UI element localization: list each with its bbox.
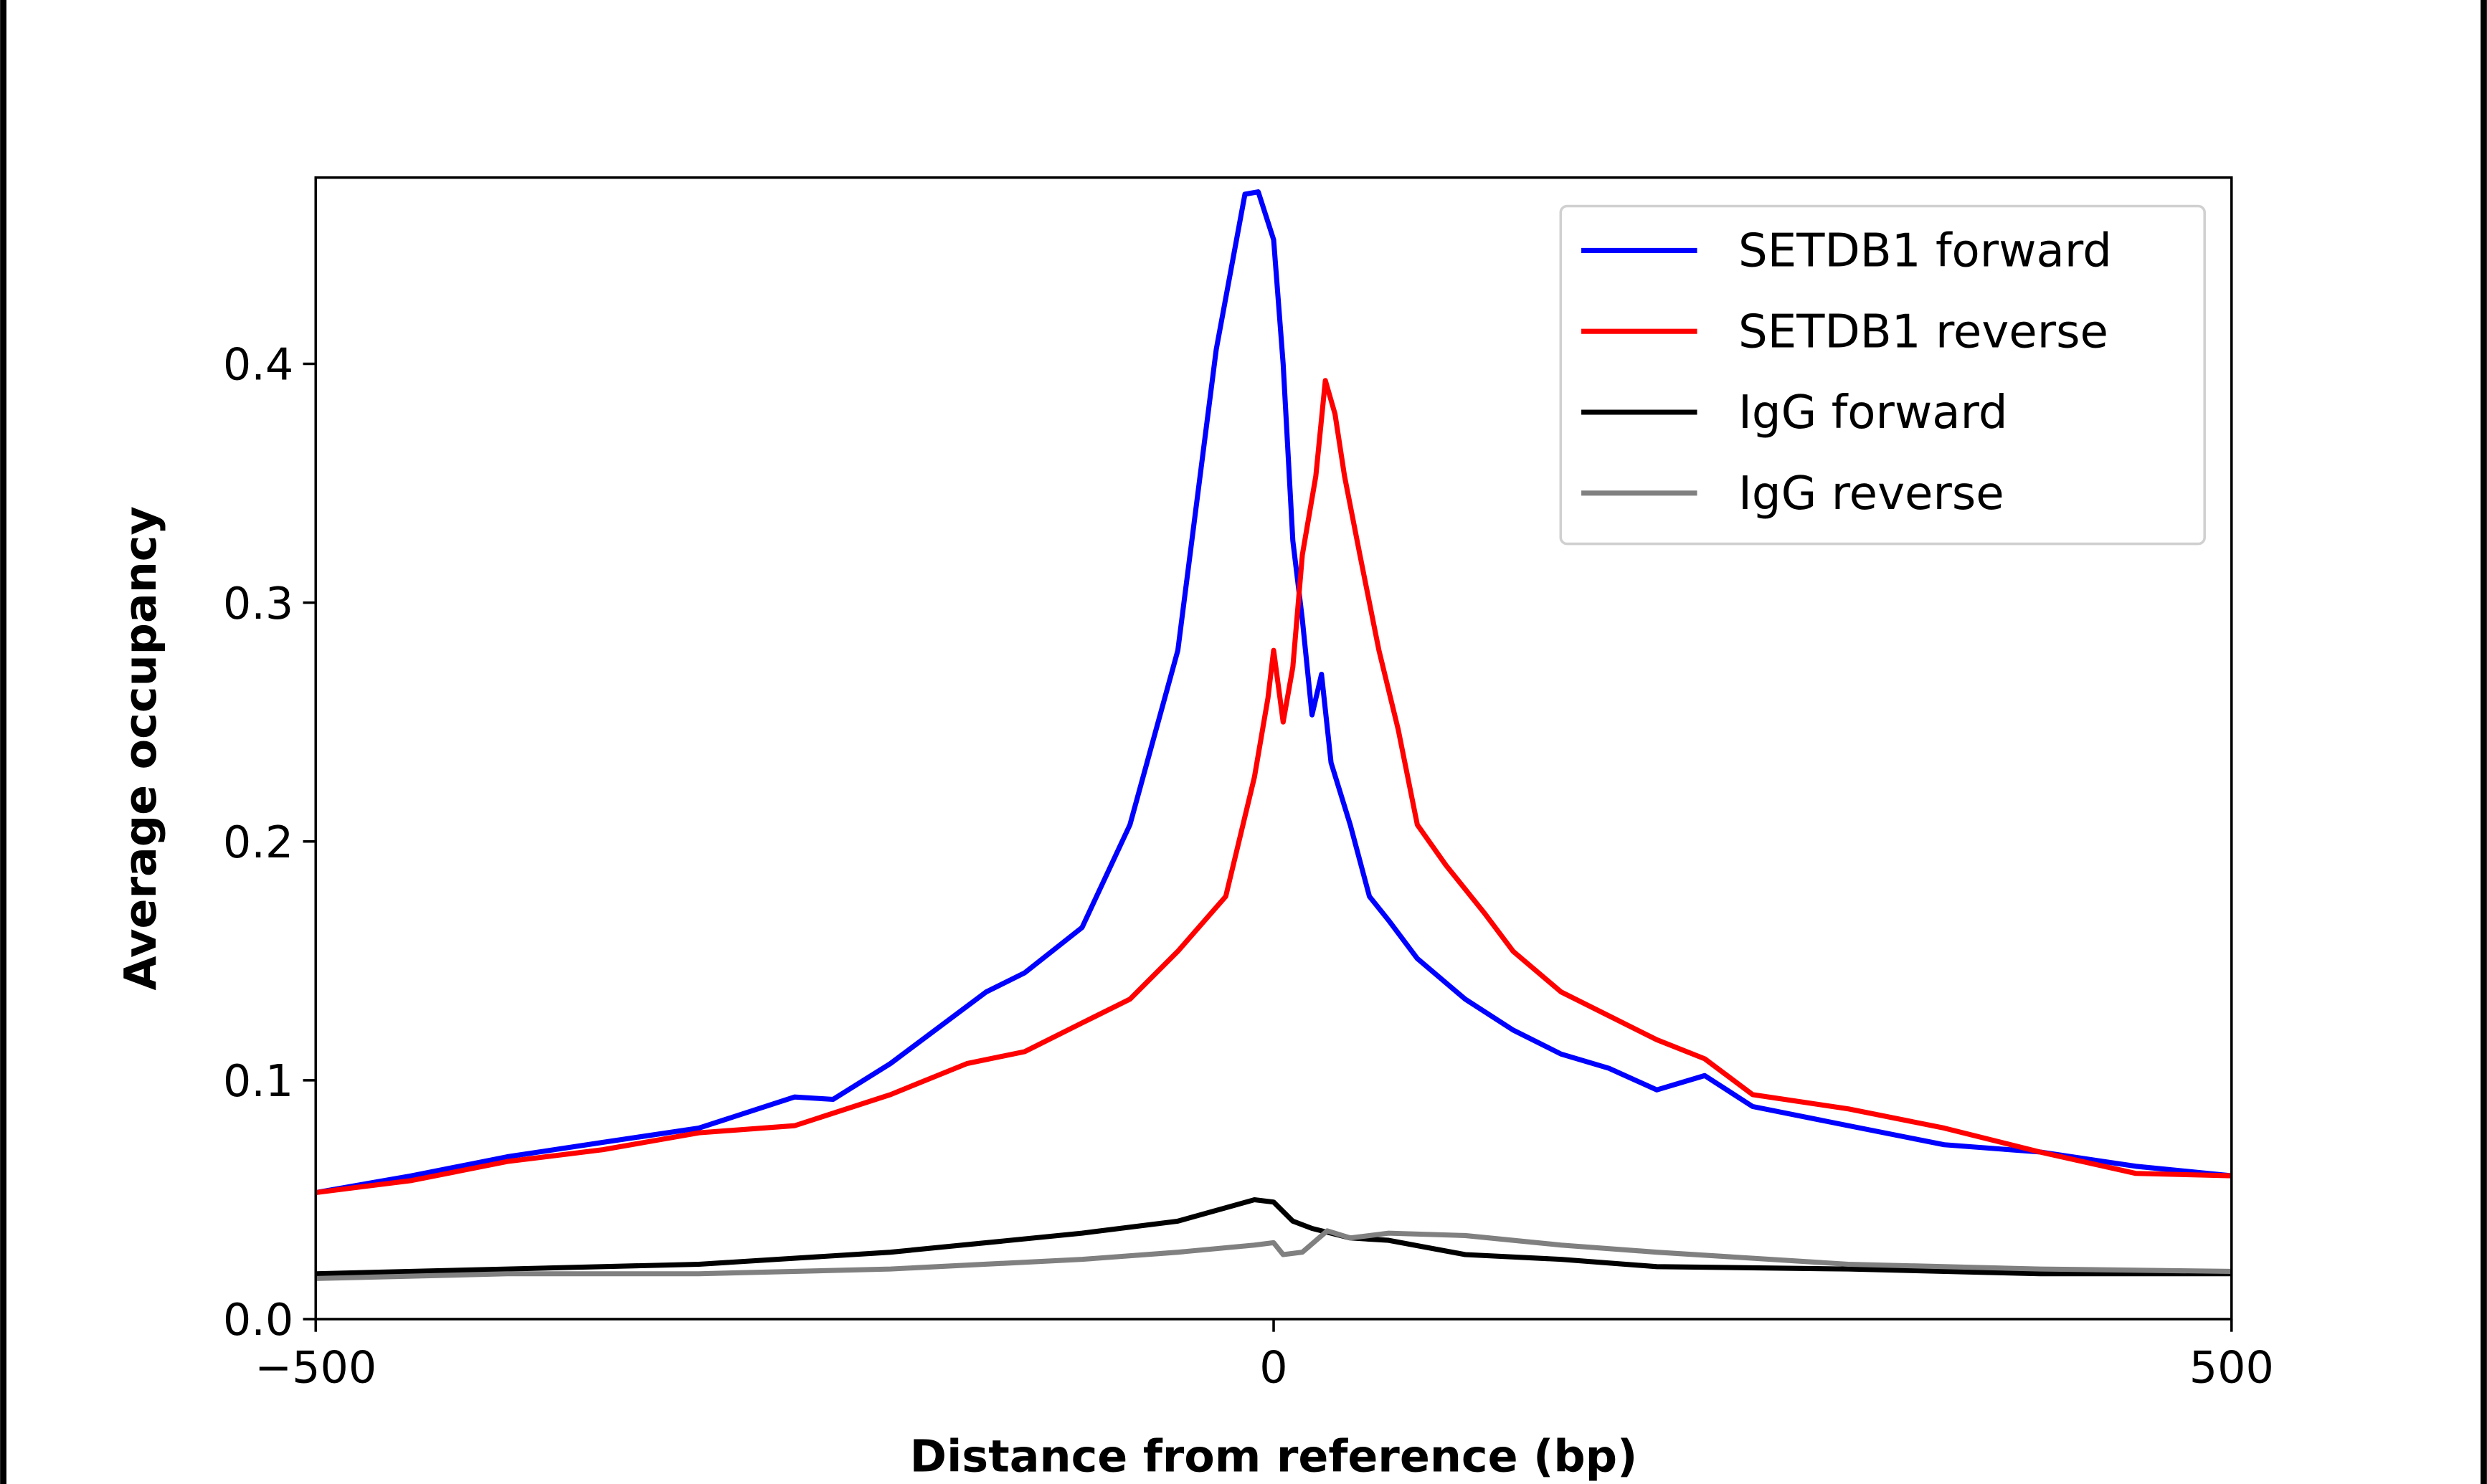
legend-label: SETDB1 reverse: [1738, 305, 2108, 358]
ticks-layer: −500 0 500 0.0 0.1 0.2 0.3 0.4: [223, 339, 2274, 1394]
series-line-setdb1-reverse: [316, 378, 2232, 1196]
y-tick-label: 0.2: [223, 817, 293, 868]
series-line-setdb1-forward: [316, 189, 2232, 1196]
legend-frame: [1559, 204, 2206, 546]
x-axis-label: Distance from reference (bp): [910, 1430, 1638, 1482]
legend-label: SETDB1 forward: [1738, 224, 2112, 278]
x-tick-label: −500: [255, 1341, 376, 1393]
legend: SETDB1 forward SETDB1 reverse IgG forward I…: [1559, 204, 2206, 546]
y-tick-label: 0.3: [223, 578, 293, 629]
x-tick-label: 0: [1259, 1341, 1287, 1393]
right-border-bar: [2481, 0, 2487, 1484]
series-line-igg-reverse: [316, 1228, 2232, 1281]
series-line-igg-forward: [316, 1197, 2232, 1277]
legend-label: IgG reverse: [1738, 467, 2004, 520]
y-tick-label: 0.0: [223, 1294, 293, 1346]
x-tick-label: 500: [2189, 1341, 2274, 1393]
series-layer: [316, 189, 2232, 1281]
left-border-bar: [0, 0, 7, 1484]
legend-label: IgG forward: [1738, 386, 2008, 439]
y-tick-label: 0.4: [223, 339, 293, 391]
y-tick-label: 0.1: [223, 1055, 293, 1107]
y-axis-label: Average occupancy: [115, 506, 166, 990]
